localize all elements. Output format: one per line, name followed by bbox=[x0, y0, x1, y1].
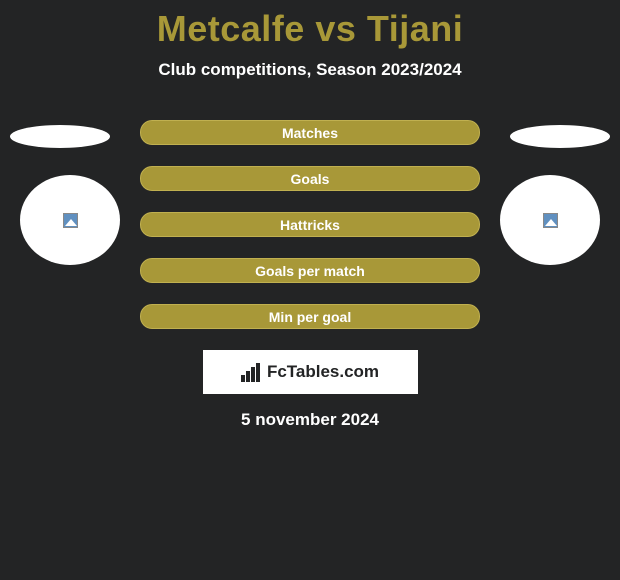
stat-row: Min per goal bbox=[0, 304, 620, 329]
season-subtitle: Club competitions, Season 2023/2024 bbox=[0, 60, 620, 80]
stat-pill-min-per-goal: Min per goal bbox=[140, 304, 480, 329]
stat-pill-hattricks: Hattricks bbox=[140, 212, 480, 237]
logo-text: FcTables.com bbox=[267, 362, 379, 382]
stat-pill-goals: Goals bbox=[140, 166, 480, 191]
date-label: 5 november 2024 bbox=[0, 410, 620, 430]
image-placeholder-icon bbox=[543, 213, 558, 228]
logo-box: FcTables.com bbox=[203, 350, 418, 394]
stat-row: Goals per match bbox=[0, 258, 620, 283]
player-right-circle bbox=[500, 175, 600, 265]
stat-pill-matches: Matches bbox=[140, 120, 480, 145]
ellipse-left bbox=[10, 125, 110, 148]
stat-pill-goals-per-match: Goals per match bbox=[140, 258, 480, 283]
comparison-title: Metcalfe vs Tijani bbox=[0, 0, 620, 50]
player-left-circle bbox=[20, 175, 120, 265]
ellipse-right bbox=[510, 125, 610, 148]
image-placeholder-icon bbox=[63, 213, 78, 228]
bar-chart-icon bbox=[241, 363, 261, 382]
